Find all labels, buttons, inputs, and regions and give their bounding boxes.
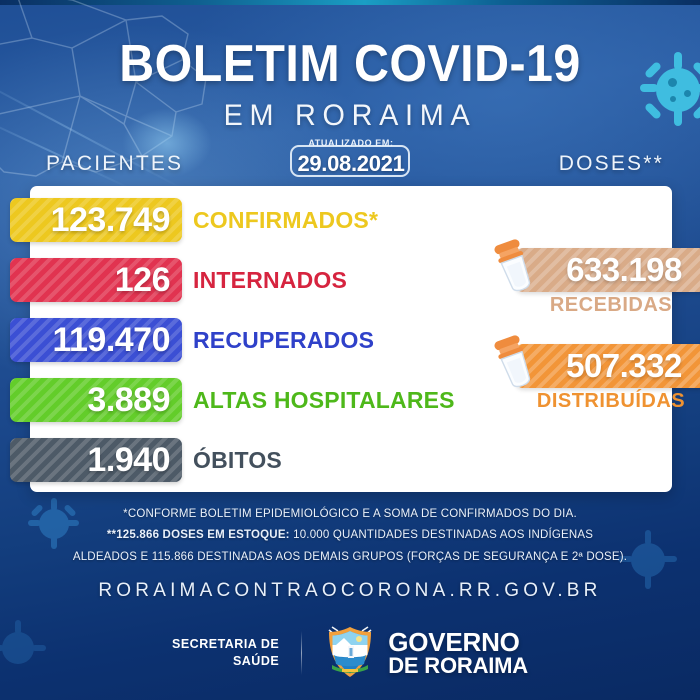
vaccine-vial-icon (486, 236, 542, 294)
stat-value-pill: 126 (10, 258, 182, 302)
dose-stat-group: 633.198 RECEBIDAS (486, 236, 700, 332)
stat-value: 126 (114, 260, 171, 299)
patient-stat-row: 3.889 ALTAS HOSPITALARES (10, 376, 480, 424)
government-wordmark: GOVERNO DE RORAIMA (388, 626, 528, 679)
secretariat-line-2: SAÚDE (232, 654, 280, 668)
stat-value-pill: 3.889 (10, 378, 182, 422)
virus-particle-icon (0, 620, 46, 674)
stat-value: 119.470 (52, 320, 170, 359)
stat-label: ALTAS HOSPITALARES (193, 386, 455, 413)
patient-stat-row: 126 INTERNADOS (10, 256, 480, 304)
footnote-stock-bold: **125.866 DOSES EM ESTOQUE: (106, 529, 290, 542)
patient-stat-row: 1.940 ÓBITOS (10, 436, 480, 484)
gov-line-2: DE RORAIMA (388, 653, 528, 679)
footnote-line-1: *CONFORME BOLETIM EPIDEMIOLÓGICO E A SOM… (123, 508, 577, 520)
dose-value: 633.198 (566, 251, 682, 288)
stat-label: ÓBITOS (193, 446, 282, 473)
footnote-stock-rest: 10.000 QUANTIDADES DESTINADAS AOS INDÍGE… (289, 529, 594, 542)
page-subtitle: EM RORAIMA (223, 99, 477, 132)
gov-line-1: GOVERNO (388, 626, 520, 657)
footnotes: *CONFORME BOLETIM EPIDEMIOLÓGICO E A SOM… (0, 504, 700, 568)
dose-label: DISTRIBUÍDAS (536, 390, 686, 412)
doses-section-label: DOSES** (558, 152, 664, 175)
dose-value-bar: 633.198 (516, 248, 700, 292)
secretariat-line-1: SECRETARIA DE (172, 637, 280, 652)
health-secretariat-label: SECRETARIA DE SAÚDE (172, 636, 301, 670)
virus-particle-icon (28, 498, 79, 549)
patient-stat-row: 119.470 RECUPERADOS (10, 316, 480, 364)
patients-section-label: PACIENTES (46, 152, 184, 175)
stat-value-pill: 123.749 (10, 198, 182, 242)
date-badge-frame (290, 145, 410, 177)
updated-label: ATUALIZADO EM: (308, 138, 394, 148)
footer: SECRETARIA DE SAÚDE GOVERNO DE RORAIMA (0, 622, 700, 684)
footnote-line-3: ALDEADOS E 115.866 DESTINADAS AOS DEMAIS… (72, 550, 628, 563)
updated-date-value: 29.08.2021 (297, 151, 405, 176)
map-glow (122, 108, 212, 178)
stat-value-pill: 119.470 (10, 318, 182, 362)
doses-stats-list: 633.198 RECEBIDAS 507.332 DISTRIBUÍDAS (486, 236, 700, 428)
stat-value: 123.749 (50, 200, 171, 239)
page-title: BOLETIM COVID-19 (119, 35, 581, 93)
stat-value: 3.889 (87, 380, 170, 419)
patient-stats-list: 123.749 CONFIRMADOS* 126 INTERNADOS 119.470 R… (10, 196, 480, 496)
stat-value-pill: 1.940 (10, 438, 182, 482)
vaccine-vial-icon (486, 332, 542, 390)
stat-label: CONFIRMADOS* (193, 206, 379, 233)
header: BOLETIM COVID-19 EM RORAIMA (0, 0, 700, 133)
footnote-line-2: **125.866 DOSES EM ESTOQUE: 10.000 QUANT… (0, 525, 700, 546)
dose-label: RECEBIDAS (549, 294, 673, 316)
dose-value-bar: 507.332 (516, 344, 700, 388)
dose-stat-group: 507.332 DISTRIBUÍDAS (486, 332, 700, 428)
website-url[interactable]: RORAIMACONTRAOCORONA.RR.GOV.BR (98, 580, 602, 601)
footer-divider (301, 631, 303, 675)
top-accent-line (0, 0, 700, 5)
stat-label: RECUPERADOS (193, 326, 375, 353)
stat-label: INTERNADOS (193, 266, 348, 293)
dose-value: 507.332 (566, 347, 682, 384)
virus-particle-icon (640, 52, 700, 126)
virus-particle-icon (618, 530, 677, 589)
stat-value: 1.940 (87, 440, 170, 479)
patient-stat-row: 123.749 CONFIRMADOS* (10, 196, 480, 244)
roraima-coat-of-arms-icon (328, 626, 372, 677)
updated-date-badge: ATUALIZADO EM: 29.08.2021 (280, 138, 422, 180)
